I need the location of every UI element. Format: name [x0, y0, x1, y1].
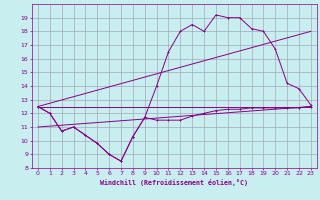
- X-axis label: Windchill (Refroidissement éolien,°C): Windchill (Refroidissement éolien,°C): [100, 179, 248, 186]
